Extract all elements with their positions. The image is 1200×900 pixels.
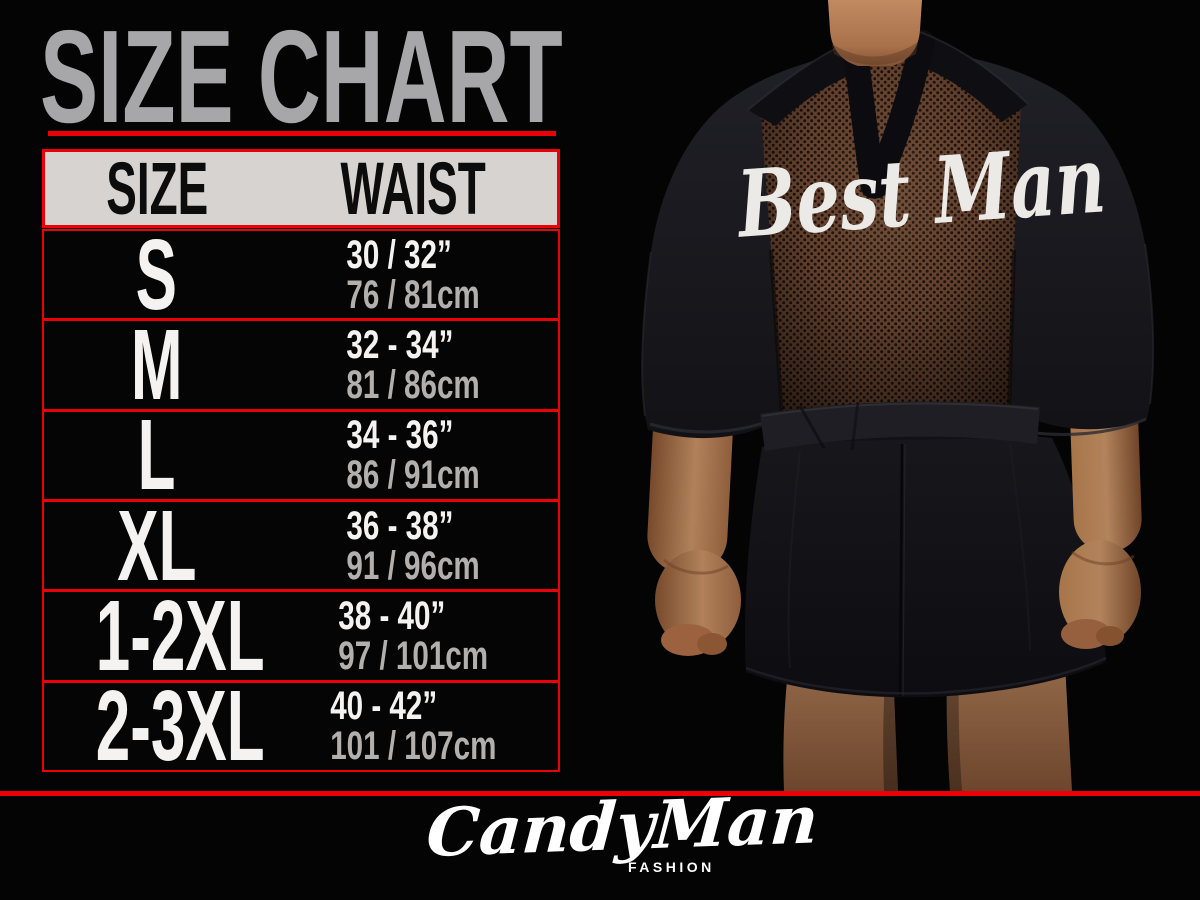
robe-skirt [744,431,1107,698]
model-photo: Best Man [600,0,1200,791]
garment-print-text: Best Man [732,125,1109,259]
brand-logo: CandyMan FASHION [424,780,821,894]
table-row: S 30 / 32” 76 / 81cm [44,218,558,331]
model-neck [828,0,922,66]
size-value: 2-3XL [95,670,265,783]
header-size-label: SIZE [106,146,209,230]
waist-cm: 97 / 101cm [338,633,489,678]
model-left-arm [647,397,741,656]
table-row: XL 36 - 38” 91 / 96cm [44,489,558,602]
waist-inches: 30 / 32” [346,232,453,277]
brand-subtitle: FASHION [628,859,715,875]
brand-name: CandyMan [424,780,821,872]
table-row: 1-2XL 38 - 40” 97 / 101cm [44,579,558,692]
waist-cm: 91 / 96cm [346,543,481,588]
size-value: L [137,399,176,512]
page-title: SIZE CHART [40,3,563,150]
size-table-body: S 30 / 32” 76 / 81cm M 32 - 34” 81 / 86c… [42,218,560,783]
header-cell-size: SIZE [45,146,270,230]
size-value: XL [116,489,197,602]
waist-cm: 76 / 81cm [346,272,481,317]
size-value: 1-2XL [95,579,265,692]
header-cell-waist: WAIST [270,146,557,230]
waist-inches: 32 - 34” [346,322,454,367]
footer-rule [0,791,1200,796]
waist-cm: 86 / 91cm [346,453,481,498]
size-value: M [130,308,183,421]
header-waist-label: WAIST [340,146,487,230]
waist-cm: 81 / 86cm [346,362,481,407]
waist-inches: 40 - 42” [330,684,438,729]
waist-inches: 38 - 40” [338,593,446,638]
table-row: M 32 - 34” 81 / 86cm [44,308,558,421]
title-underline [48,131,556,136]
waist-cm: 101 / 107cm [330,724,497,769]
table-row: 2-3XL 40 - 42” 101 / 107cm [44,670,558,783]
mesh-back-panel [760,52,1021,418]
table-row: L 34 - 36” 86 / 91cm [44,399,558,512]
size-value: S [135,218,178,331]
table-header: SIZE WAIST [42,149,560,228]
waist-inches: 36 - 38” [346,503,454,548]
waist-inches: 34 - 36” [346,413,454,458]
robe-belt [760,401,1040,451]
